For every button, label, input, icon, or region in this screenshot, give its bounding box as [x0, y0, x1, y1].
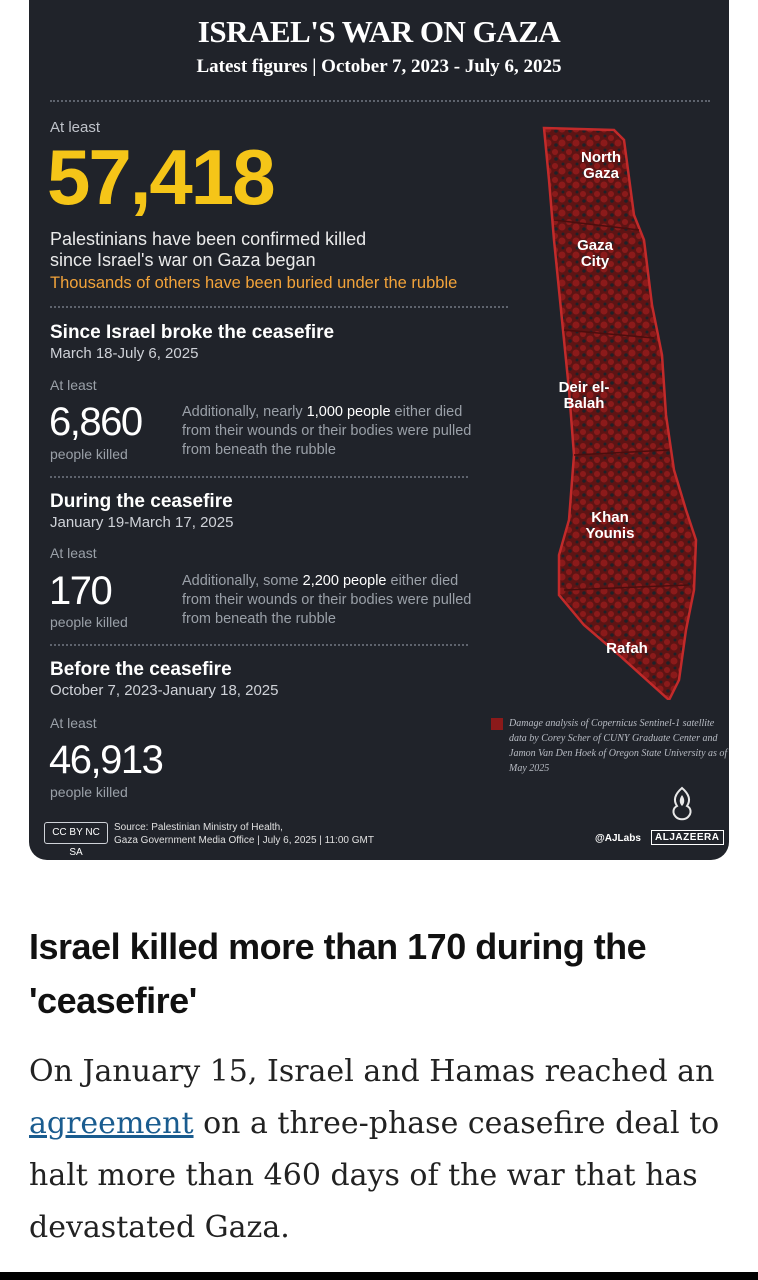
section-at-least: At least — [50, 545, 97, 561]
note-pre: Additionally, nearly — [182, 404, 307, 420]
headline-line-2: since Israel's war on Gaza began — [50, 250, 316, 270]
agreement-link[interactable]: agreement — [29, 1106, 194, 1141]
body-text-post: on a three-phase ceasefire deal to halt … — [29, 1106, 720, 1245]
article-body: On January 15, Israel and Hamas reached … — [29, 1046, 739, 1254]
note-bold: 2,200 people — [302, 573, 387, 589]
divider — [50, 306, 508, 308]
damage-legend-text: Damage analysis of Copernicus Sentinel-1… — [509, 718, 728, 774]
section-dates: October 7, 2023-January 18, 2025 — [50, 682, 279, 699]
section-number: 46,913 — [49, 738, 164, 782]
creative-commons-badge: CC BY NC SA — [44, 822, 108, 858]
damage-legend-swatch — [491, 718, 503, 730]
note-pre: Additionally, some — [182, 573, 303, 589]
section-at-least: At least — [50, 377, 97, 393]
section-title: Before the ceasefire — [50, 659, 232, 680]
divider — [50, 644, 468, 646]
total-killed-number: 57,418 — [47, 133, 276, 221]
headline-at-least: At least — [50, 119, 101, 136]
section-title: During the ceasefire — [50, 491, 233, 512]
headline-line-1: Palestinians have been confirmed killed — [50, 229, 367, 249]
infographic: ISRAEL'S WAR ON GAZA Latest figures | Oc… — [29, 0, 729, 860]
section-label: people killed — [50, 784, 128, 800]
source-line-2: Gaza Government Media Office | July 6, 2… — [114, 835, 374, 846]
article-heading: Israel killed more than 170 during the '… — [29, 926, 647, 1021]
source-credit: Source: Palestinian Ministry of Health, … — [114, 821, 374, 847]
region-khan-younis: Khan Younis — [585, 509, 635, 542]
bottom-bar — [0, 1272, 758, 1280]
gaza-damage-map — [542, 126, 698, 700]
section-dates: January 19-March 17, 2025 — [50, 514, 234, 531]
divider — [50, 100, 710, 102]
region-north-gaza: North Gaza — [581, 149, 621, 182]
region-deir-el-balah: Deir el-Balah — [558, 379, 610, 412]
infographic-subtitle: Latest figures | October 7, 2023 - July … — [196, 56, 562, 77]
region-gaza-city: Gaza City — [577, 237, 613, 270]
source-line-1: Source: Palestinian Ministry of Health, — [114, 822, 283, 833]
aljazeera-wordmark: ALJAZEERA — [651, 830, 724, 845]
ajlabs-handle: @AJLabs — [595, 833, 641, 844]
infographic-title: ISRAEL'S WAR ON GAZA — [197, 14, 561, 49]
section-dates: March 18-July 6, 2025 — [50, 345, 199, 362]
section-label: people killed — [50, 614, 128, 630]
headline-rubble-note: Thousands of others have been buried und… — [50, 274, 458, 292]
section-number: 6,860 — [49, 400, 143, 444]
section-label: people killed — [50, 446, 128, 462]
section-title: Since Israel broke the ceasefire — [50, 322, 335, 343]
section-note: Additionally, some 2,200 people either d… — [182, 572, 482, 629]
gaza-strip-outline — [542, 126, 698, 700]
section-at-least: At least — [50, 715, 97, 731]
divider — [50, 476, 468, 478]
section-number: 170 — [49, 569, 113, 613]
aljazeera-logo-icon — [672, 786, 692, 821]
note-post: either died from their wounds or their b… — [182, 573, 472, 627]
note-bold: 1,000 people — [306, 404, 391, 420]
region-rafah: Rafah — [606, 640, 648, 657]
governorate-borders — [553, 219, 690, 591]
section-note: Additionally, nearly 1,000 people either… — [182, 403, 482, 460]
note-post: either died from their wounds or their b… — [182, 404, 472, 458]
body-text-pre: On January 15, Israel and Hamas reached … — [29, 1054, 715, 1089]
